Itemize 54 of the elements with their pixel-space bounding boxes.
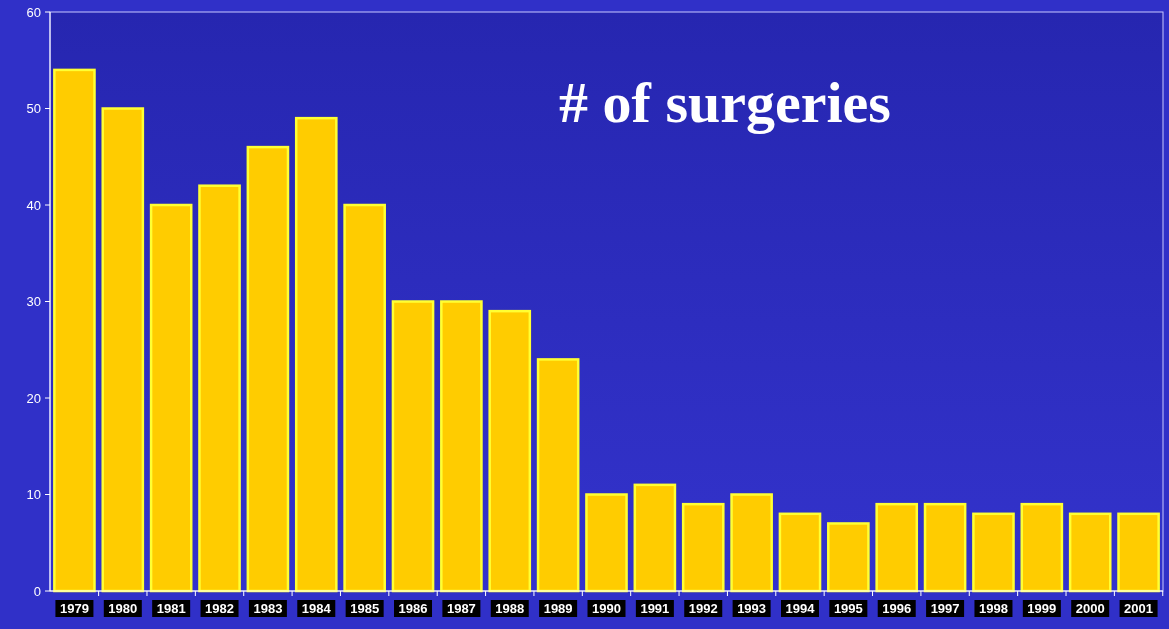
bar [585, 493, 628, 593]
y-tick-label: 40 [26, 197, 41, 213]
x-tick-label: 2000 [1075, 601, 1105, 616]
x-tick-label: 1982 [205, 601, 234, 616]
bar [440, 300, 483, 593]
x-tick-label: 1998 [979, 601, 1008, 616]
x-tick-label: 1983 [253, 601, 283, 616]
y-tick-label: 20 [26, 390, 41, 406]
x-tick-label: 1987 [446, 601, 476, 616]
bar [1068, 512, 1112, 593]
y-tick-label: 0 [33, 583, 41, 599]
x-tick-label: 1990 [592, 601, 621, 616]
bar [343, 203, 386, 593]
x-tick-label: 1981 [156, 601, 186, 616]
bar [488, 309, 532, 593]
y-tick-label: 50 [26, 101, 41, 117]
bar [827, 522, 870, 593]
bar [294, 116, 338, 593]
x-tick-label: 1986 [398, 601, 428, 616]
text: # of surgeries [559, 70, 891, 135]
bar [246, 145, 290, 593]
x-tick-label: 1992 [688, 601, 718, 616]
x-tick-label: 1994 [785, 601, 816, 616]
bar [1020, 502, 1064, 593]
bar [633, 483, 677, 593]
bar [391, 300, 435, 593]
x-tick-label: 2001 [1124, 601, 1154, 616]
y-tick-label: 30 [26, 294, 41, 310]
x-tick-label: 1980 [108, 601, 138, 616]
x-tick-label: 1984 [301, 601, 332, 616]
bar [101, 107, 145, 593]
y-tick-label: 60 [26, 4, 41, 20]
bar [681, 502, 725, 593]
x-tick-label: 1988 [495, 601, 525, 616]
bar [149, 203, 193, 593]
bar [923, 502, 967, 593]
x-tick-label: 1989 [543, 601, 573, 616]
bar [972, 512, 1015, 593]
x-tick-label: 1979 [59, 601, 89, 616]
bar [778, 512, 822, 593]
bar [198, 184, 241, 593]
x-tick-label: 1993 [737, 601, 767, 616]
x-tick-label: 1997 [930, 601, 960, 616]
x-tick-label: 1991 [640, 601, 670, 616]
x-tick-label: 1999 [1027, 601, 1057, 616]
bar [730, 493, 773, 593]
x-tick-label: 1985 [350, 601, 380, 616]
bar [536, 358, 580, 593]
bar [1117, 512, 1160, 593]
bar [53, 68, 96, 593]
x-tick-label: 1996 [882, 601, 912, 616]
x-tick-label: 1995 [833, 601, 863, 616]
y-tick-label: 10 [26, 487, 41, 503]
bar [875, 502, 919, 593]
